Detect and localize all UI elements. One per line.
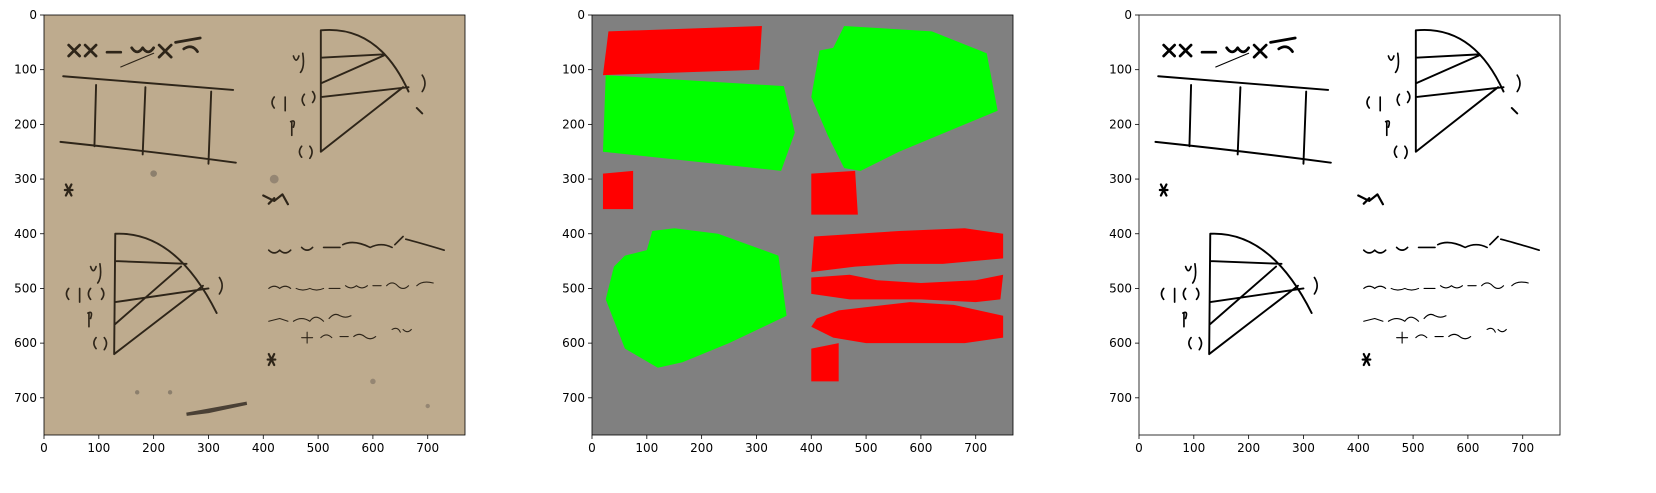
axes-layer: 0 100 200 300 400 500 600 700 0 100 200 300 400 500 60… bbox=[14, 8, 1561, 455]
axes-frame bbox=[1138, 14, 1561, 436]
photo-image bbox=[44, 15, 465, 435]
axes-frame bbox=[591, 14, 1014, 436]
x-tick-label: 100 bbox=[1182, 441, 1205, 455]
binary-image bbox=[1139, 15, 1560, 435]
y-tick-label: 200 bbox=[1109, 117, 1132, 131]
x-tick-label: 100 bbox=[87, 441, 110, 455]
y-tick-label: 600 bbox=[562, 336, 585, 350]
x-tick-label: 0 bbox=[40, 441, 48, 455]
y-tick-label: 0 bbox=[1124, 8, 1132, 22]
y-tick-label: 700 bbox=[562, 391, 585, 405]
x-tick-label: 200 bbox=[142, 441, 165, 455]
x-tick-label: 300 bbox=[745, 441, 768, 455]
x-tick-label: 700 bbox=[416, 441, 439, 455]
mask-image bbox=[592, 15, 1013, 435]
x-tick-label: 200 bbox=[690, 441, 713, 455]
y-tick-label: 400 bbox=[562, 227, 585, 241]
axes-frame bbox=[43, 14, 466, 436]
y-tick-label: 200 bbox=[14, 117, 37, 131]
y-tick-label: 0 bbox=[29, 8, 37, 22]
x-tick-label: 300 bbox=[197, 441, 220, 455]
y-tick-label: 400 bbox=[14, 227, 37, 241]
y-tick-label: 200 bbox=[562, 117, 585, 131]
y-tick-label: 100 bbox=[1109, 63, 1132, 77]
x-tick-label: 600 bbox=[909, 441, 932, 455]
y-tick-label: 500 bbox=[1109, 281, 1132, 295]
y-tick-label: 300 bbox=[14, 172, 37, 186]
x-tick-label: 700 bbox=[1511, 441, 1534, 455]
x-tick-label: 0 bbox=[1135, 441, 1143, 455]
y-tick-label: 600 bbox=[14, 336, 37, 350]
x-tick-label: 100 bbox=[635, 441, 658, 455]
x-tick-label: 500 bbox=[855, 441, 878, 455]
y-tick-label: 100 bbox=[562, 63, 585, 77]
x-tick-label: 0 bbox=[588, 441, 596, 455]
x-tick-label: 500 bbox=[1402, 441, 1425, 455]
y-tick-label: 300 bbox=[1109, 172, 1132, 186]
y-tick-label: 300 bbox=[562, 172, 585, 186]
y-tick-label: 500 bbox=[562, 281, 585, 295]
x-tick-label: 600 bbox=[361, 441, 384, 455]
y-tick-label: 700 bbox=[14, 391, 37, 405]
y-tick-label: 700 bbox=[1109, 391, 1132, 405]
y-tick-label: 500 bbox=[14, 281, 37, 295]
x-tick-label: 600 bbox=[1456, 441, 1479, 455]
x-tick-label: 500 bbox=[307, 441, 330, 455]
x-tick-label: 200 bbox=[1237, 441, 1260, 455]
y-tick-label: 100 bbox=[14, 63, 37, 77]
x-tick-label: 400 bbox=[800, 441, 823, 455]
y-tick-label: 0 bbox=[577, 8, 585, 22]
x-tick-label: 400 bbox=[1347, 441, 1370, 455]
x-tick-label: 300 bbox=[1292, 441, 1315, 455]
y-tick-label: 600 bbox=[1109, 336, 1132, 350]
x-tick-label: 700 bbox=[964, 441, 987, 455]
x-tick-label: 400 bbox=[252, 441, 275, 455]
y-tick-label: 400 bbox=[1109, 227, 1132, 241]
